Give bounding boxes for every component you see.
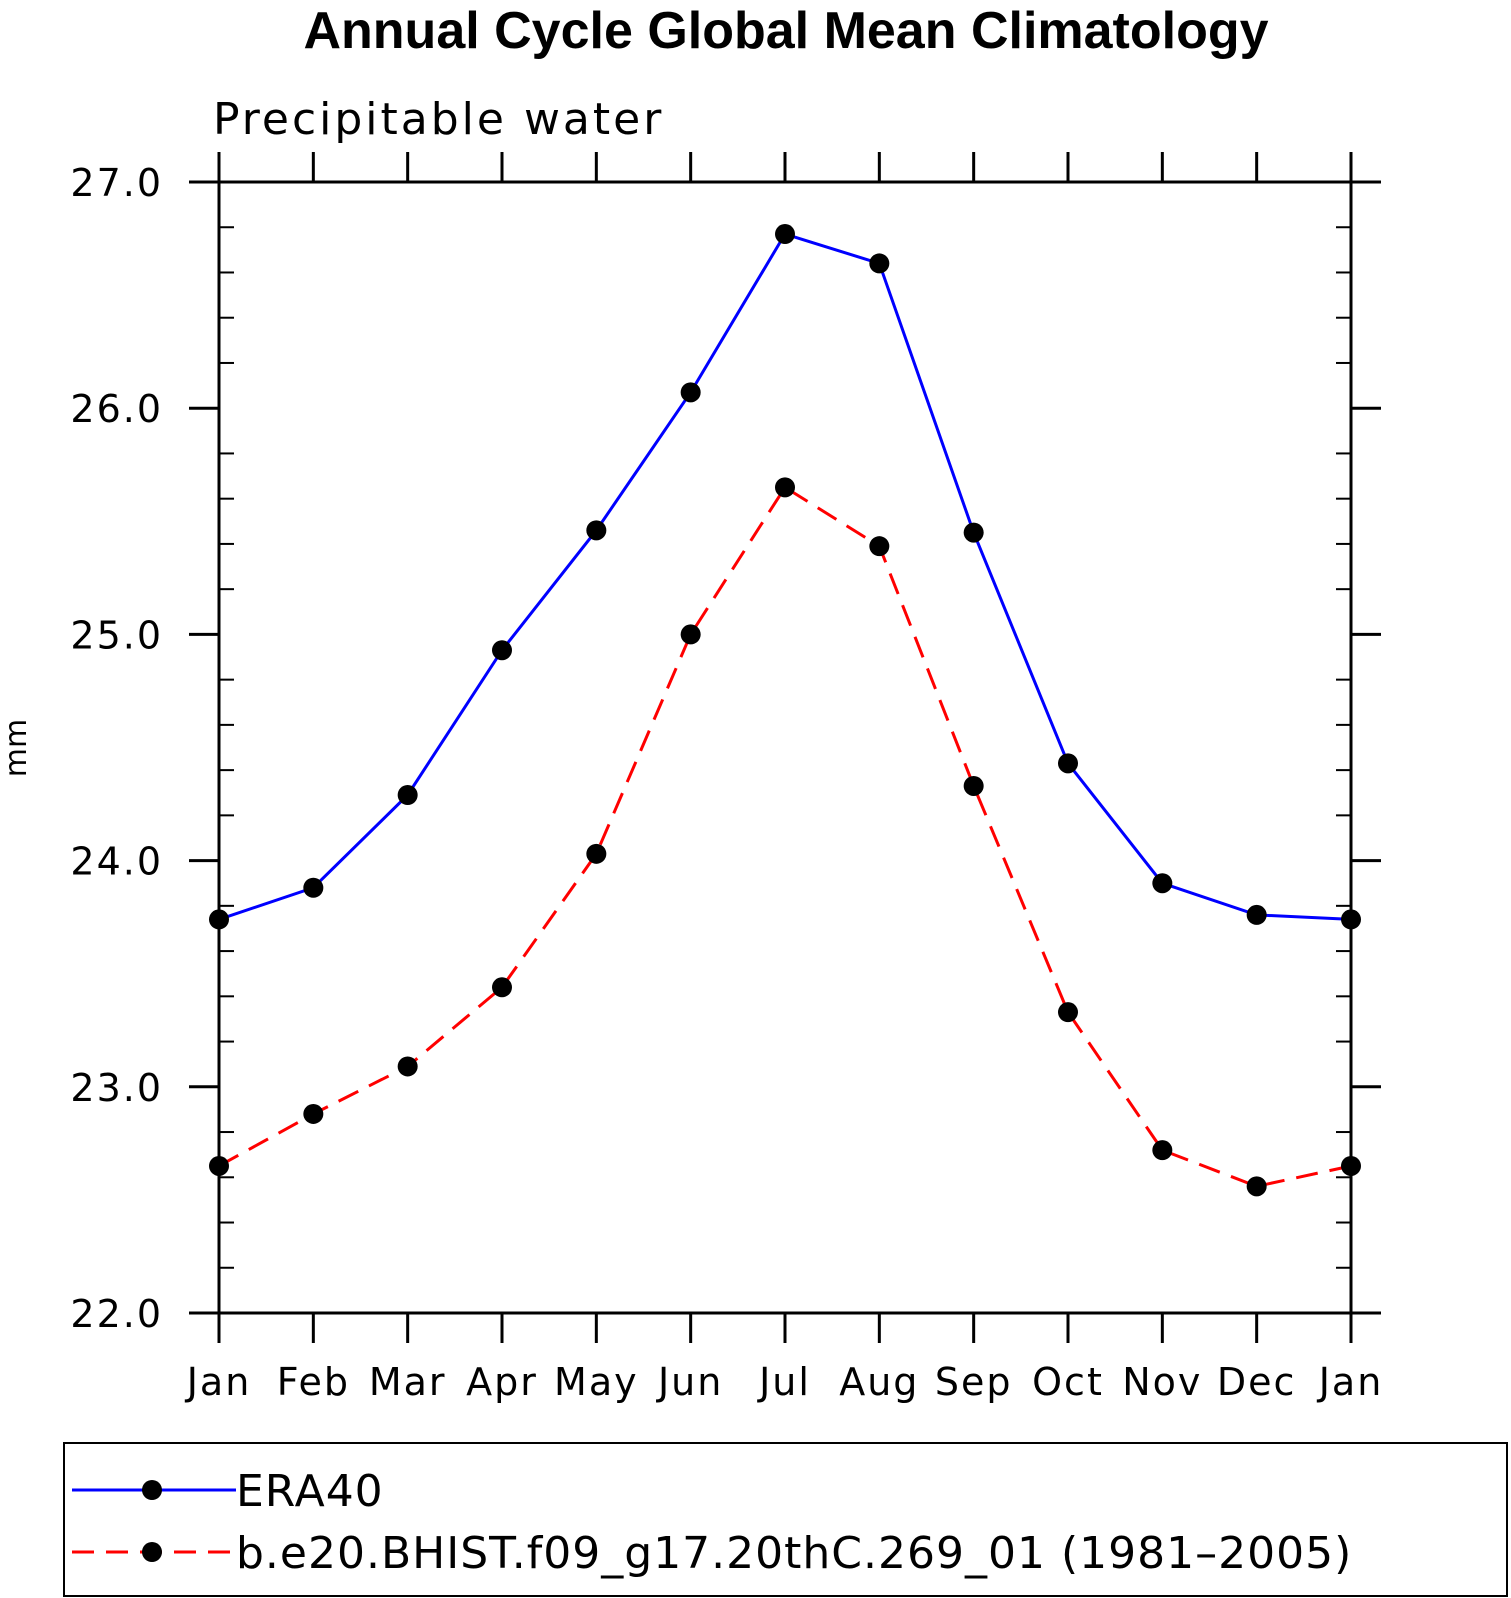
x-tick-label: Nov: [1122, 1360, 1202, 1404]
data-point-series-2: [775, 477, 795, 498]
data-point-series-2: [1341, 1155, 1361, 1176]
series-line-2: [218, 485, 1352, 1188]
legend-marker-2: [142, 1542, 162, 1562]
x-tick-label: Jul: [757, 1360, 811, 1404]
y-tick-label: 22.0: [70, 1292, 163, 1336]
x-tick-label: Oct: [1032, 1360, 1104, 1404]
data-point-series-1: [397, 785, 418, 806]
data-point-series-2: [1152, 1140, 1173, 1161]
y-tick-label: 24.0: [70, 840, 163, 884]
data-point-series-1: [1152, 873, 1173, 894]
data-point-series-2: [1058, 1002, 1078, 1023]
data-point-series-2: [397, 1056, 418, 1077]
y-tick-label: 27.0: [70, 161, 163, 205]
y-tick-label: 26.0: [70, 387, 163, 431]
data-point-series-2: [1246, 1176, 1267, 1197]
y-axis-label: mm: [0, 719, 34, 777]
chart-title: Annual Cycle Global Mean Climatology: [303, 2, 1268, 60]
legend: ERA40 b.e20.BHIST.f09_g17.20thC.269_01 (1…: [63, 1442, 1508, 1597]
x-tick-label: May: [554, 1360, 639, 1404]
data-point-series-1: [1058, 753, 1078, 774]
legend-label-2: b.e20.BHIST.f09_g17.20thC.269_01 (1981–2…: [236, 1528, 1352, 1579]
data-point-series-1: [303, 877, 324, 898]
data-point-series-2: [680, 624, 701, 645]
x-tick-label: Dec: [1217, 1360, 1297, 1404]
data-point-series-1: [963, 522, 984, 543]
data-point-series-2: [209, 1155, 229, 1176]
legend-box: [63, 1442, 1508, 1597]
legend-marker-1: [142, 1480, 162, 1500]
x-tick-label: Sep: [935, 1360, 1013, 1404]
x-tick-label: Mar: [369, 1360, 447, 1404]
y-tick-label: 25.0: [70, 613, 163, 657]
data-point-series-2: [869, 536, 890, 557]
data-point-series-2: [492, 977, 512, 998]
data-point-series-1: [775, 224, 795, 245]
data-point-series-2: [963, 775, 984, 796]
x-tick-label: Jan: [185, 1360, 252, 1404]
data-point-series-2: [303, 1103, 324, 1124]
plot-frame: [217, 180, 1353, 1315]
series-line-1: [218, 232, 1352, 921]
x-tick-label: Aug: [839, 1360, 919, 1404]
data-point-series-1: [1341, 909, 1361, 930]
legend-label-1: ERA40: [236, 1466, 384, 1517]
data-point-series-1: [209, 909, 229, 930]
x-tick-label: Feb: [277, 1360, 350, 1404]
data-point-series-2: [586, 843, 607, 864]
chart-subtitle: Precipitable water: [213, 94, 664, 145]
x-tick-label: Jun: [656, 1360, 723, 1404]
data-point-series-1: [586, 520, 607, 541]
data-point-series-1: [869, 253, 890, 274]
y-tick-label: 23.0: [70, 1066, 163, 1110]
data-point-series-1: [492, 640, 512, 661]
data-point-series-1: [1246, 904, 1267, 925]
plot-axes: Jan Feb Mar Apr May Jun Jul Aug Sep Oct Nov Dec Jan 2…: [70, 152, 1384, 1404]
data-point-series-1: [680, 382, 701, 403]
x-tick-label: Jan: [1317, 1360, 1384, 1404]
series-layer: [209, 224, 1361, 1197]
x-tick-label: Apr: [466, 1360, 538, 1404]
